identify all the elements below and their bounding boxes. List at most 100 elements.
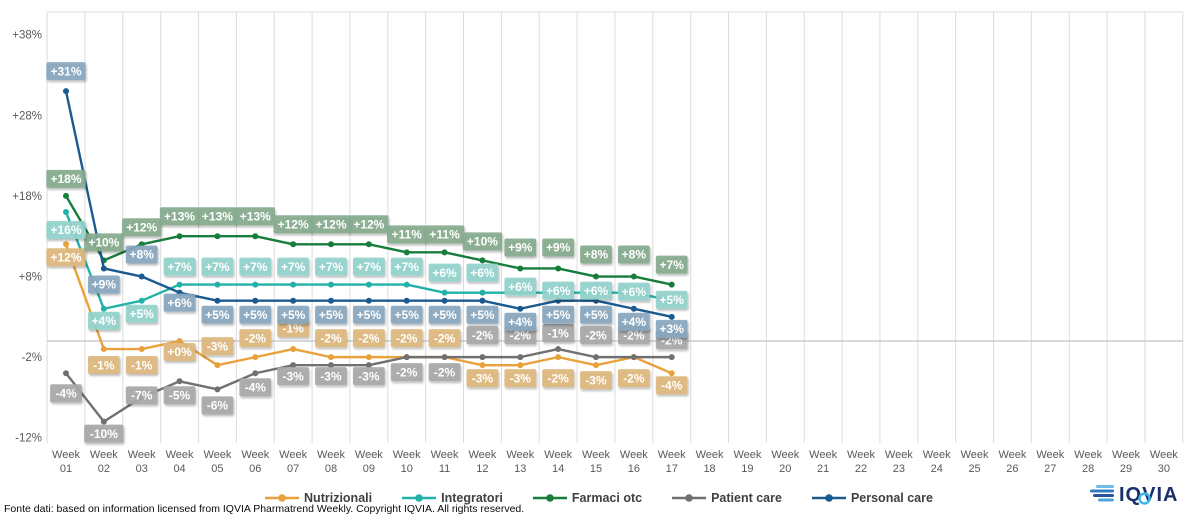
data-label-box-patient-care	[580, 326, 612, 345]
data-label-box-integratori	[87, 311, 120, 330]
data-label-nutrizionali: -2%	[547, 371, 569, 385]
data-label-box-personal-care	[504, 312, 537, 331]
data-labels-nutrizionali: +12% -1% -1% +0% -3% -2% -1% -2% -2% -2% -2% -3% -3%…	[46, 248, 688, 395]
data-label-integratori: +7%	[395, 260, 420, 274]
data-label-personal-care: +8%	[130, 248, 155, 262]
data-label-box-personal-care	[277, 305, 310, 324]
x-tick-label-week: Week	[166, 449, 194, 461]
data-label-box-patient-care	[201, 396, 234, 415]
x-tick-label-number: 07	[287, 463, 299, 475]
data-point-farmaci-otc	[290, 241, 297, 248]
data-point-patient-care	[555, 346, 562, 353]
data-label-box-farmaci-otc	[311, 215, 351, 234]
data-label-integratori: +6%	[470, 266, 495, 280]
x-tick-label-number: 09	[363, 463, 375, 475]
x-tick-label-number: 04	[173, 463, 185, 475]
data-point-farmaci-otc	[327, 241, 334, 248]
x-tick-label-number: 25	[968, 463, 980, 475]
data-label-personal-care: +5%	[205, 308, 230, 322]
data-point-farmaci-otc	[176, 233, 183, 240]
x-tick-label-number: 21	[817, 463, 829, 475]
iqvia-logo-q-ring	[1138, 492, 1151, 505]
x-tick-label-week: Week	[317, 449, 345, 461]
x-tick-label-number: 28	[1082, 463, 1094, 475]
data-point-patient-care	[668, 354, 675, 361]
data-label-nutrizionali: -3%	[510, 371, 532, 385]
data-label-farmaci-otc: +11%	[392, 228, 423, 242]
data-point-patient-care	[592, 354, 599, 361]
x-tick-label-week: Week	[1074, 449, 1102, 461]
x-tick-label-number: 05	[211, 463, 223, 475]
data-label-personal-care: +5%	[395, 308, 420, 322]
data-label-box-integratori	[428, 263, 461, 282]
x-tick-label-number: 24	[931, 463, 943, 475]
data-point-integratori	[403, 281, 410, 288]
data-point-farmaci-otc	[252, 233, 259, 240]
y-axis-labels: +38% +28% +18% +8% -2% -12%	[12, 30, 42, 445]
data-label-integratori: +4%	[92, 314, 117, 328]
data-point-personal-care	[630, 305, 637, 312]
x-tick-label-number: 23	[893, 463, 905, 475]
data-label-box-patient-care	[277, 367, 310, 386]
data-label-farmaci-otc: +8%	[584, 248, 609, 262]
data-point-patient-care	[100, 418, 107, 425]
data-label-personal-care: +6%	[167, 296, 192, 310]
data-label-box-patient-care	[390, 363, 423, 382]
data-label-farmaci-otc: +8%	[622, 248, 647, 262]
data-label-box-integratori	[239, 257, 272, 276]
data-point-integratori	[290, 281, 297, 288]
x-tick-label-number: 15	[590, 463, 602, 475]
data-point-integratori	[365, 281, 372, 288]
iqvia-logo: IQVIA	[1088, 480, 1188, 513]
data-label-nutrizionali: -1%	[282, 321, 304, 335]
data-point-patient-care	[517, 354, 524, 361]
line-chart: +38% +28% +18% +8% -2% -12% Week 01 Week 02 Week 03…	[12, 11, 1184, 475]
data-label-patient-care: -4%	[55, 386, 77, 400]
data-label-integratori: +7%	[281, 260, 306, 274]
data-label-box-farmaci-otc	[655, 255, 688, 274]
legend-item-patient-care: Patient care	[672, 491, 782, 505]
data-point-patient-care	[63, 370, 69, 377]
data-label-patient-care: -4%	[245, 380, 267, 394]
data-label-box-nutrizionali	[390, 329, 423, 348]
data-point-nutrizionali	[138, 346, 145, 353]
data-point-personal-care	[100, 265, 107, 272]
data-label-box-farmaci-otc	[580, 245, 612, 264]
data-label-box-nutrizionali	[428, 329, 461, 348]
x-tick-label-week: Week	[1036, 449, 1064, 461]
x-tick-label-number: 27	[1044, 463, 1056, 475]
x-tick-label-week: Week	[279, 449, 307, 461]
data-label-box-personal-care	[352, 305, 385, 324]
data-point-patient-care	[176, 378, 183, 385]
x-tick-label-number: 17	[666, 463, 678, 475]
data-label-farmaci-otc: +7%	[660, 258, 685, 272]
data-label-farmaci-otc: +9%	[546, 241, 571, 255]
data-point-personal-care	[517, 305, 524, 312]
data-label-nutrizionali: -2%	[623, 371, 645, 385]
data-label-box-personal-care	[125, 245, 158, 264]
data-label-patient-care: -1%	[547, 326, 569, 340]
x-tick-label-week: Week	[506, 449, 534, 461]
data-label-farmaci-otc: +12%	[278, 217, 309, 231]
data-label-box-farmaci-otc	[387, 225, 427, 244]
data-point-nutrizionali	[327, 354, 334, 361]
data-label-box-farmaci-otc	[504, 238, 537, 257]
data-label-farmaci-otc: +10%	[467, 235, 498, 249]
data-label-nutrizionali: -1%	[93, 358, 115, 372]
data-label-box-nutrizionali	[315, 329, 347, 348]
data-label-box-nutrizionali	[87, 356, 120, 375]
data-point-farmaci-otc	[517, 265, 524, 272]
data-point-personal-care	[441, 297, 448, 304]
x-tick-label-week: Week	[847, 449, 875, 461]
x-tick-label-number: 06	[249, 463, 261, 475]
data-point-nutrizionali	[176, 338, 183, 344]
data-point-patient-care	[252, 370, 259, 377]
data-label-box-farmaci-otc	[617, 245, 650, 264]
data-label-box-integratori	[277, 257, 310, 276]
data-label-farmaci-otc: +13%	[240, 209, 271, 223]
data-label-box-integratori	[580, 281, 612, 300]
data-label-farmaci-otc: +12%	[353, 217, 384, 231]
x-tick-label-week: Week	[582, 449, 610, 461]
data-point-personal-care	[252, 297, 259, 304]
data-label-box-nutrizionali	[466, 369, 499, 388]
